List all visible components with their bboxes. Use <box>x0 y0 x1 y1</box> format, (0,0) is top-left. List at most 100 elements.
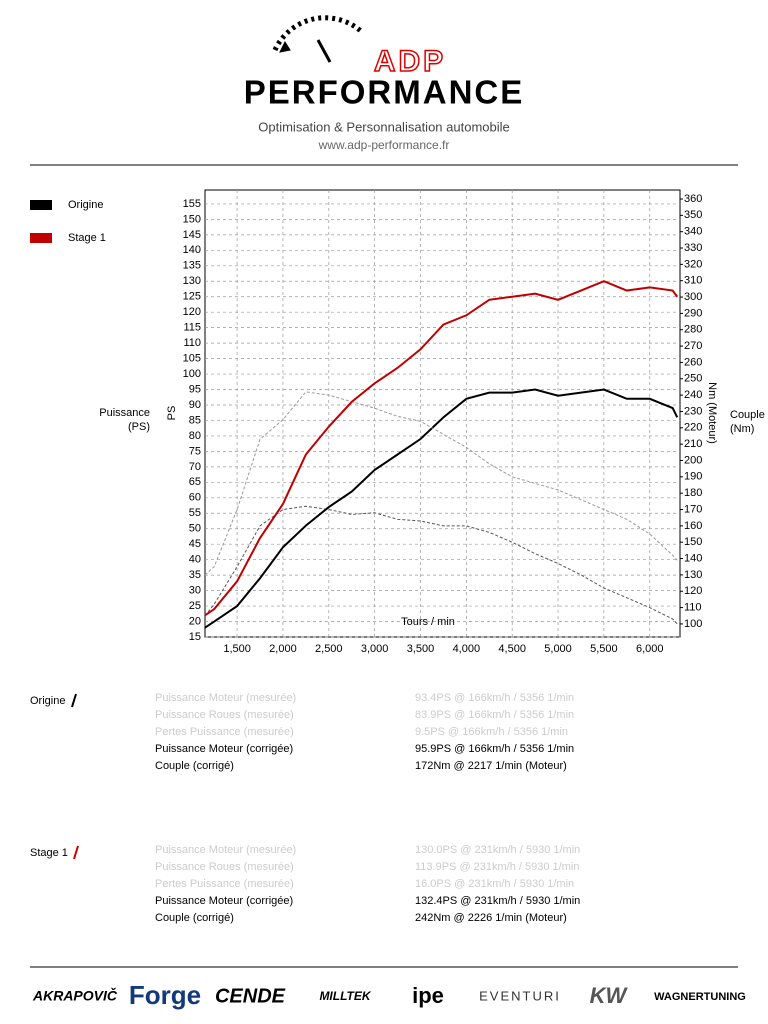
y2-tick-label: 100 <box>684 618 702 630</box>
power-line <box>204 280 679 617</box>
result-name: Puissance Roues (mesurée) <box>155 709 294 721</box>
x-axis-label: Tours / min <box>401 616 455 628</box>
y2-tick-label: 220 <box>684 422 702 434</box>
y-tick-label: 135 <box>183 260 201 272</box>
legend-label: Origine <box>68 199 103 211</box>
y2-axis-label: Nm (Moteur) <box>706 382 718 444</box>
y-tick-label: 125 <box>183 291 201 303</box>
x-tick-label: 1,500 <box>223 643 251 655</box>
y-tick-label: 35 <box>189 569 201 581</box>
x-tick-label: 4,500 <box>498 643 526 655</box>
y-tick-label: 145 <box>183 229 201 241</box>
y2-tick-label: 310 <box>684 275 702 287</box>
legend-swatch <box>30 200 52 210</box>
x-tick-label: 4,000 <box>453 643 481 655</box>
y-tick-label: 100 <box>183 368 201 380</box>
y-tick-label: 70 <box>189 461 201 473</box>
result-value: 83.9PS @ 166km/h / 5356 1/min <box>415 709 574 721</box>
y-tick-label: 80 <box>189 430 201 442</box>
y2-axis-outer-label: (Nm) <box>730 423 754 435</box>
result-value: 9.5PS @ 166km/h / 5356 1/min <box>415 726 568 738</box>
logo-bottom: PERFORMANCE <box>244 74 525 111</box>
brand-logo: WAGNERTUNING <box>654 991 746 1003</box>
y-tick-label: 60 <box>189 492 201 504</box>
y2-tick-label: 230 <box>684 405 702 417</box>
y-tick-label: 95 <box>189 383 201 395</box>
result-value: 132.4PS @ 231km/h / 5930 1/min <box>415 895 580 907</box>
result-name: Puissance Moteur (mesurée) <box>155 844 296 856</box>
power-line <box>204 388 679 629</box>
result-name: Puissance Moteur (mesurée) <box>155 692 296 704</box>
y2-tick-label: 160 <box>684 520 702 532</box>
y-axis-label: PS <box>166 406 178 421</box>
legend-swatch <box>30 233 52 243</box>
y2-tick-label: 340 <box>684 226 702 238</box>
y2-tick-label: 290 <box>684 307 702 319</box>
x-tick-label: 2,500 <box>315 643 343 655</box>
x-tick-label: 5,000 <box>544 643 572 655</box>
brand-logo: EVENTURI <box>479 988 561 1003</box>
brand-logo: MILLTEK <box>319 989 371 1003</box>
y2-tick-label: 200 <box>684 454 702 466</box>
y-tick-label: 75 <box>189 445 201 457</box>
y-tick-label: 85 <box>189 414 201 426</box>
url: www.adp-performance.fr <box>318 138 450 152</box>
y-tick-label: 120 <box>183 306 201 318</box>
result-value: 242Nm @ 2226 1/min (Moteur) <box>415 912 567 924</box>
x-tick-label: 2,000 <box>269 643 297 655</box>
y2-tick-label: 330 <box>684 242 702 254</box>
result-name: Pertes Puissance (mesurée) <box>155 726 294 738</box>
y-tick-label: 105 <box>183 352 201 364</box>
result-value: 95.9PS @ 166km/h / 5356 1/min <box>415 743 574 755</box>
y-tick-label: 30 <box>189 585 201 597</box>
y2-tick-label: 360 <box>684 193 702 205</box>
y-tick-label: 115 <box>183 322 201 334</box>
result-name: Puissance Moteur (corrigée) <box>155 743 293 755</box>
y-tick-label: 20 <box>189 615 201 627</box>
y-tick-label: 155 <box>183 198 201 210</box>
y-tick-label: 65 <box>189 476 201 488</box>
y-tick-label: 110 <box>183 337 201 349</box>
x-tick-label: 5,500 <box>590 643 618 655</box>
torque-line <box>204 391 678 576</box>
y-tick-label: 150 <box>183 213 201 225</box>
result-value: 16.0PS @ 231km/h / 5930 1/min <box>415 878 574 890</box>
x-tick-label: 3,500 <box>407 643 435 655</box>
result-name: Puissance Moteur (corrigée) <box>155 895 293 907</box>
result-value: 130.0PS @ 231km/h / 5930 1/min <box>415 844 580 856</box>
y2-tick-label: 240 <box>684 389 702 401</box>
y2-tick-label: 250 <box>684 373 702 385</box>
y-tick-label: 40 <box>189 554 201 566</box>
logo-icon <box>272 15 364 63</box>
result-group-label: Origine <box>30 695 65 707</box>
result-name: Puissance Roues (mesurée) <box>155 861 294 873</box>
result-mark <box>73 845 79 860</box>
legend-label: Stage 1 <box>68 232 106 244</box>
y2-tick-label: 210 <box>684 438 702 450</box>
result-group-label: Stage 1 <box>30 847 68 859</box>
y-tick-label: 90 <box>189 399 201 411</box>
y-tick-label: 25 <box>189 600 201 612</box>
x-tick-label: 3,000 <box>361 643 389 655</box>
y-tick-label: 55 <box>189 507 201 519</box>
result-value: 113.9PS @ 231km/h / 5930 1/min <box>415 861 579 873</box>
y2-tick-label: 300 <box>684 291 702 303</box>
result-value: 93.4PS @ 166km/h / 5356 1/min <box>415 692 574 704</box>
y2-tick-label: 280 <box>684 324 702 336</box>
y2-tick-label: 270 <box>684 340 702 352</box>
brand-logo: Forge <box>129 980 201 1010</box>
tagline: Optimisation & Personnalisation automobi… <box>258 119 509 134</box>
y-tick-label: 50 <box>189 523 201 535</box>
y2-tick-label: 260 <box>684 356 702 368</box>
y2-tick-label: 130 <box>684 569 702 581</box>
y2-axis-outer-label: Couple <box>730 409 765 421</box>
y2-tick-label: 140 <box>684 552 702 564</box>
y2-tick-label: 110 <box>684 601 702 613</box>
brand-logo: CENDE <box>215 985 286 1007</box>
logo-top: ADP <box>374 45 446 78</box>
y2-tick-label: 350 <box>684 209 702 221</box>
torque-line <box>204 505 678 625</box>
y-tick-label: 15 <box>189 631 201 643</box>
